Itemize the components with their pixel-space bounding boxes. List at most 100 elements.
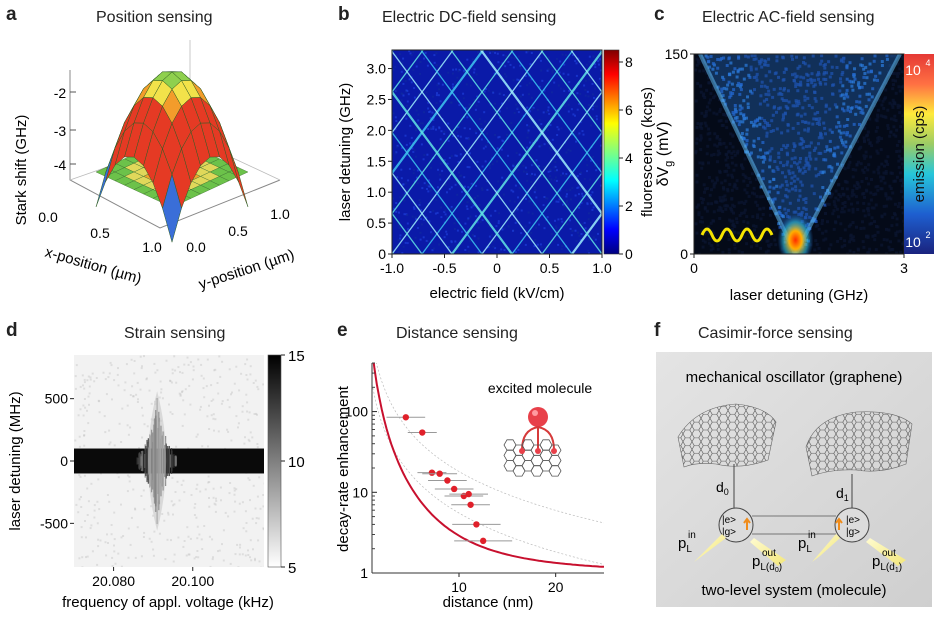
f-arrow-left-icon xyxy=(743,517,751,530)
a-ytick-0: 0.0 xyxy=(186,239,206,255)
a-zlabel: Stark shift (GHz) xyxy=(13,115,30,226)
a-xtick-1: 0.5 xyxy=(90,225,110,241)
a-ztick-0: -2 xyxy=(54,85,67,101)
a-ytick-2: 1.0 xyxy=(270,206,290,222)
panel-d-title: Strain sensing xyxy=(124,325,226,342)
c-cbar-top-exp: 4 xyxy=(925,58,930,68)
b-xtick: 1.0 xyxy=(592,260,612,276)
c-ac-wave-icon xyxy=(700,227,774,243)
f-graphene-right xyxy=(805,411,913,477)
f-d1-sub: 1 xyxy=(844,493,849,503)
b-ytick: 1.0 xyxy=(367,184,387,200)
d-resonance-envelope xyxy=(148,391,167,531)
e-xtick: 20 xyxy=(548,579,564,595)
e-data-point xyxy=(450,485,458,493)
b-spectral-line xyxy=(540,50,602,134)
d-colorbar xyxy=(267,354,282,568)
b-ytick: 0.5 xyxy=(367,215,387,231)
c-emission-peak xyxy=(777,214,814,254)
b-spectral-line xyxy=(421,50,574,254)
f-beam-in-left xyxy=(694,534,726,562)
d-ytick: -500 xyxy=(40,515,68,531)
d-ytick: 0 xyxy=(60,453,68,469)
f-bottom-label: two-level system (molecule) xyxy=(701,582,886,599)
f-background xyxy=(656,352,932,607)
f-state-g-left: |g> xyxy=(722,527,736,538)
f-molecule-right xyxy=(834,507,870,543)
b-spectral-line xyxy=(571,211,602,254)
svg-text:pL: pL xyxy=(798,535,812,555)
e-data-point xyxy=(402,414,410,421)
b-xlabel: electric field (kV/cm) xyxy=(429,285,564,302)
e-plot-area xyxy=(372,363,604,573)
b-spectral-line xyxy=(392,171,453,254)
b-spectral-line xyxy=(392,50,484,175)
e-data-point xyxy=(444,477,451,484)
a-xtick-0: 0.0 xyxy=(38,209,58,225)
c-ytick: 150 xyxy=(665,46,689,62)
b-ctick: 4 xyxy=(625,150,633,166)
f-pin-left: p xyxy=(678,535,686,552)
b-spectral-line xyxy=(541,171,602,254)
b-xtick: 0 xyxy=(493,260,501,276)
a-ylabel: y-position (µm) xyxy=(197,246,297,293)
c-ylabel-sub: g xyxy=(663,161,675,167)
f-pin-left-sup: in xyxy=(688,530,696,541)
svg-text:δVg (mV): δVg (mV) xyxy=(655,122,675,187)
svg-text:pL(d0): pL(d0) xyxy=(752,553,782,574)
f-pout-right-sub: L xyxy=(880,562,886,573)
b-spectral-line xyxy=(510,50,602,175)
b-colorbar-label: fluorescence (kcps) xyxy=(639,87,656,217)
panel-e-title: Distance sensing xyxy=(396,325,518,342)
b-colorbar xyxy=(603,49,620,255)
e-ytick: 10 xyxy=(352,484,368,500)
e-data-point xyxy=(479,537,487,545)
f-molecule-left xyxy=(718,507,754,543)
c-ylabel: δV xyxy=(655,167,672,187)
d-ctick: 10 xyxy=(288,454,305,471)
b-spectral-line xyxy=(392,212,423,254)
f-top-label: mechanical oscillator (graphene) xyxy=(686,369,903,386)
c-cbar-bottom-exp: 2 xyxy=(925,230,930,240)
e-ytick: 100 xyxy=(345,404,369,420)
f-d0-sub: 0 xyxy=(724,487,729,497)
e-data-point xyxy=(465,490,472,498)
c-cbar-top: 10 xyxy=(905,62,921,78)
b-spectral-line xyxy=(392,50,454,134)
b-ytick: 2.0 xyxy=(367,122,387,138)
f-state-g-right: |g> xyxy=(846,527,860,538)
b-ctick: 6 xyxy=(625,102,633,118)
e-xtick: 10 xyxy=(451,579,467,595)
c-cbar-bottom: 10 xyxy=(905,234,921,250)
b-ylabel: laser detuning (GHz) xyxy=(337,83,354,221)
b-spectral-line xyxy=(450,50,602,254)
panel-e-chart: 10 20 1 10 100 decay-rate enhancement distan… xyxy=(335,362,604,611)
svg-text:pL: pL xyxy=(678,535,692,555)
panel-a-chart: Stark shift (GHz) -2 -3 -4 0.0 0.5 1.0 x… xyxy=(13,40,297,293)
f-beam-in-right xyxy=(812,534,840,562)
b-spectral-line xyxy=(392,50,544,254)
e-data-point xyxy=(436,470,443,477)
f-state-e-right: |e> xyxy=(846,515,860,526)
a-ztick-2: -4 xyxy=(54,157,67,173)
f-pin-right-sup: in xyxy=(808,530,816,541)
e-data-point xyxy=(473,521,480,528)
panel-e-letter: e xyxy=(337,320,348,341)
b-ytick: 3.0 xyxy=(367,61,387,77)
f-pout-right: p xyxy=(872,553,880,570)
e-data-point xyxy=(419,429,426,436)
f-pout-right-d: (d xyxy=(886,562,895,573)
b-xtick: 0.5 xyxy=(540,260,560,276)
svg-text:pL(d1): pL(d1) xyxy=(872,553,902,574)
e-xlabel: distance (nm) xyxy=(443,594,534,611)
f-pout-right-dend: ) xyxy=(899,562,902,573)
f-pout-right-sup: out xyxy=(882,548,896,559)
a-ytick-1: 0.5 xyxy=(228,223,248,239)
f-beam-out-right xyxy=(866,538,906,566)
b-ctick: 8 xyxy=(625,54,633,70)
f-pout-left-dsub: 0 xyxy=(775,567,779,574)
b-spectral-line xyxy=(511,131,602,254)
f-d0: d xyxy=(716,479,724,495)
svg-text:d0: d0 xyxy=(716,479,729,497)
panel-d-chart: 20.080 20.100 500 0 -500 15 10 5 laser detunin… xyxy=(7,348,305,611)
